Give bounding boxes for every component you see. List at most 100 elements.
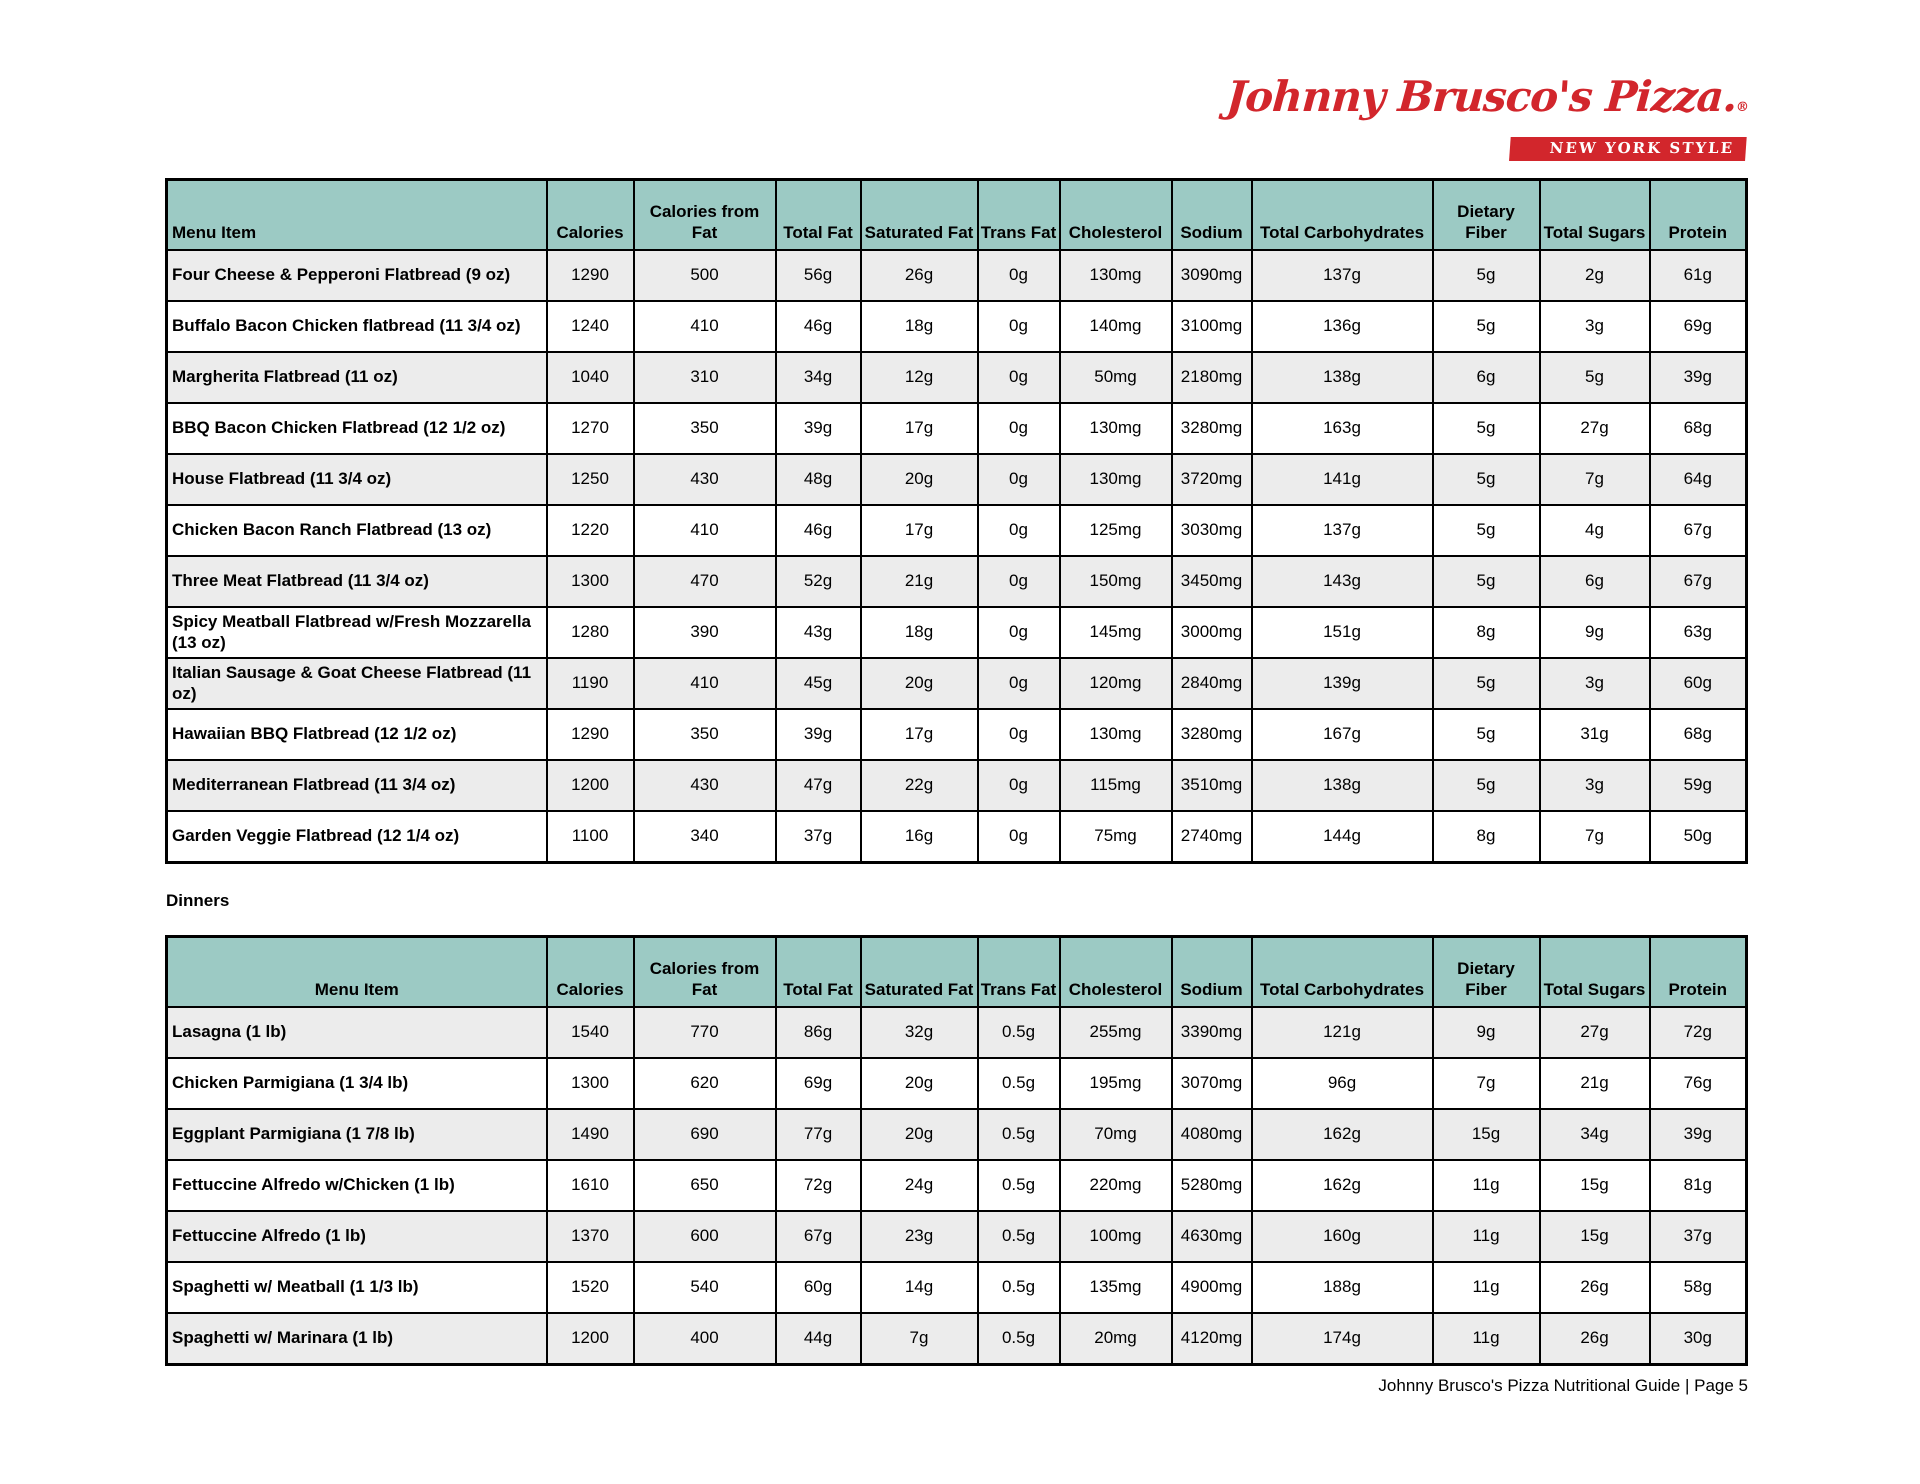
flatbreads-nutrition-table: Menu Item Calories Calories from Fat Total … <box>165 178 1748 864</box>
value-cell: 3g <box>1538 300 1651 353</box>
column-header: Total Carbohydrates <box>1250 178 1434 251</box>
value-cell: 3720mg <box>1170 453 1253 506</box>
value-cell: 37g <box>1648 1210 1748 1263</box>
value-cell: 138g <box>1250 759 1434 812</box>
value-cell: 3070mg <box>1170 1057 1253 1110</box>
value-cell: 220mg <box>1058 1159 1173 1212</box>
value-cell: 3g <box>1538 759 1651 812</box>
value-cell: 15g <box>1538 1210 1651 1263</box>
value-cell: 34g <box>1538 1108 1651 1161</box>
value-cell: 410 <box>632 657 777 710</box>
value-cell: 0.5g <box>976 1108 1061 1161</box>
dinners-nutrition-table: Menu Item Calories Calories from Fat Total … <box>165 935 1748 1366</box>
value-cell: 32g <box>859 1006 979 1059</box>
column-header: Menu Item <box>165 178 548 251</box>
value-cell: 1520 <box>545 1261 635 1314</box>
value-cell: 162g <box>1250 1159 1434 1212</box>
table-row: Italian Sausage & Goat Cheese Flatbread … <box>165 657 1748 710</box>
value-cell: 61g <box>1648 249 1748 302</box>
value-cell: 500 <box>632 249 777 302</box>
column-header: Total Sugars <box>1538 935 1651 1008</box>
value-cell: 410 <box>632 504 777 557</box>
brand-logo: Johnny Brusco's Pizza.® NEW YORK STYLE <box>1225 72 1749 161</box>
column-header: Trans Fat <box>976 178 1061 251</box>
value-cell: 15g <box>1431 1108 1541 1161</box>
value-cell: 21g <box>1538 1057 1651 1110</box>
column-header: Protein <box>1648 178 1748 251</box>
value-cell: 43g <box>774 606 862 659</box>
value-cell: 255mg <box>1058 1006 1173 1059</box>
table-row: Chicken Parmigiana (1 3/4 lb) 1300 620 69g 2… <box>165 1057 1748 1110</box>
table-row: Hawaiian BBQ Flatbread (12 1/2 oz) 1290 35… <box>165 708 1748 761</box>
value-cell: 140mg <box>1058 300 1173 353</box>
value-cell: 0.5g <box>976 1006 1061 1059</box>
value-cell: 3280mg <box>1170 708 1253 761</box>
value-cell: 52g <box>774 555 862 608</box>
value-cell: 6g <box>1538 555 1651 608</box>
value-cell: 17g <box>859 402 979 455</box>
value-cell: 690 <box>632 1108 777 1161</box>
value-cell: 151g <box>1250 606 1434 659</box>
value-cell: 0g <box>976 810 1061 864</box>
page-footer: Johnny Brusco's Pizza Nutritional Guide … <box>1378 1376 1748 1395</box>
value-cell: 3030mg <box>1170 504 1253 557</box>
value-cell: 130mg <box>1058 402 1173 455</box>
value-cell: 5g <box>1431 504 1541 557</box>
table-row: Chicken Bacon Ranch Flatbread (13 oz) 122… <box>165 504 1748 557</box>
column-header: Calories from Fat <box>632 178 777 251</box>
value-cell: 0g <box>976 657 1061 710</box>
value-cell: 144g <box>1250 810 1434 864</box>
value-cell: 1490 <box>545 1108 635 1161</box>
column-header: Saturated Fat <box>859 935 979 1008</box>
value-cell: 3g <box>1538 657 1651 710</box>
value-cell: 135mg <box>1058 1261 1173 1314</box>
value-cell: 8g <box>1431 606 1541 659</box>
value-cell: 1540 <box>545 1006 635 1059</box>
value-cell: 67g <box>1648 555 1748 608</box>
menu-item-cell: Chicken Bacon Ranch Flatbread (13 oz) <box>165 504 548 557</box>
value-cell: 20mg <box>1058 1312 1173 1366</box>
value-cell: 0.5g <box>976 1159 1061 1212</box>
value-cell: 7g <box>1538 810 1651 864</box>
value-cell: 3100mg <box>1170 300 1253 353</box>
value-cell: 430 <box>632 759 777 812</box>
value-cell: 12g <box>859 351 979 404</box>
table-header-row: Menu Item Calories Calories from Fat Total … <box>165 178 1748 251</box>
value-cell: 174g <box>1250 1312 1434 1366</box>
column-header: Calories from Fat <box>632 935 777 1008</box>
table-row: Three Meat Flatbread (11 3/4 oz) 1300 470 5… <box>165 555 1748 608</box>
value-cell: 340 <box>632 810 777 864</box>
value-cell: 34g <box>774 351 862 404</box>
value-cell: 5g <box>1431 708 1541 761</box>
value-cell: 3510mg <box>1170 759 1253 812</box>
value-cell: 20g <box>859 657 979 710</box>
value-cell: 26g <box>859 249 979 302</box>
column-header: Calories <box>545 178 635 251</box>
flatbreads-table-container: Menu Item Calories Calories from Fat Total … <box>165 178 1748 864</box>
dinners-table-container: Menu Item Calories Calories from Fat Total … <box>165 935 1748 1366</box>
menu-item-cell: Spaghetti w/ Meatball (1 1/3 lb) <box>165 1261 548 1314</box>
value-cell: 1040 <box>545 351 635 404</box>
value-cell: 69g <box>1648 300 1748 353</box>
value-cell: 70mg <box>1058 1108 1173 1161</box>
value-cell: 5g <box>1431 555 1541 608</box>
column-header: Cholesterol <box>1058 178 1173 251</box>
value-cell: 26g <box>1538 1261 1651 1314</box>
column-header: Protein <box>1648 935 1748 1008</box>
value-cell: 5g <box>1431 453 1541 506</box>
value-cell: 410 <box>632 300 777 353</box>
column-header: Menu Item <box>165 935 548 1008</box>
column-header: Saturated Fat <box>859 178 979 251</box>
menu-item-cell: Spaghetti w/ Marinara (1 lb) <box>165 1312 548 1366</box>
value-cell: 39g <box>1648 351 1748 404</box>
column-header: Total Sugars <box>1538 178 1651 251</box>
value-cell: 3390mg <box>1170 1006 1253 1059</box>
table-row: Garden Veggie Flatbread (12 1/4 oz) 1100 3… <box>165 810 1748 864</box>
value-cell: 9g <box>1538 606 1651 659</box>
value-cell: 3280mg <box>1170 402 1253 455</box>
value-cell: 125mg <box>1058 504 1173 557</box>
value-cell: 139g <box>1250 657 1434 710</box>
value-cell: 16g <box>859 810 979 864</box>
table-row: BBQ Bacon Chicken Flatbread (12 1/2 oz) 1… <box>165 402 1748 455</box>
value-cell: 0g <box>976 708 1061 761</box>
